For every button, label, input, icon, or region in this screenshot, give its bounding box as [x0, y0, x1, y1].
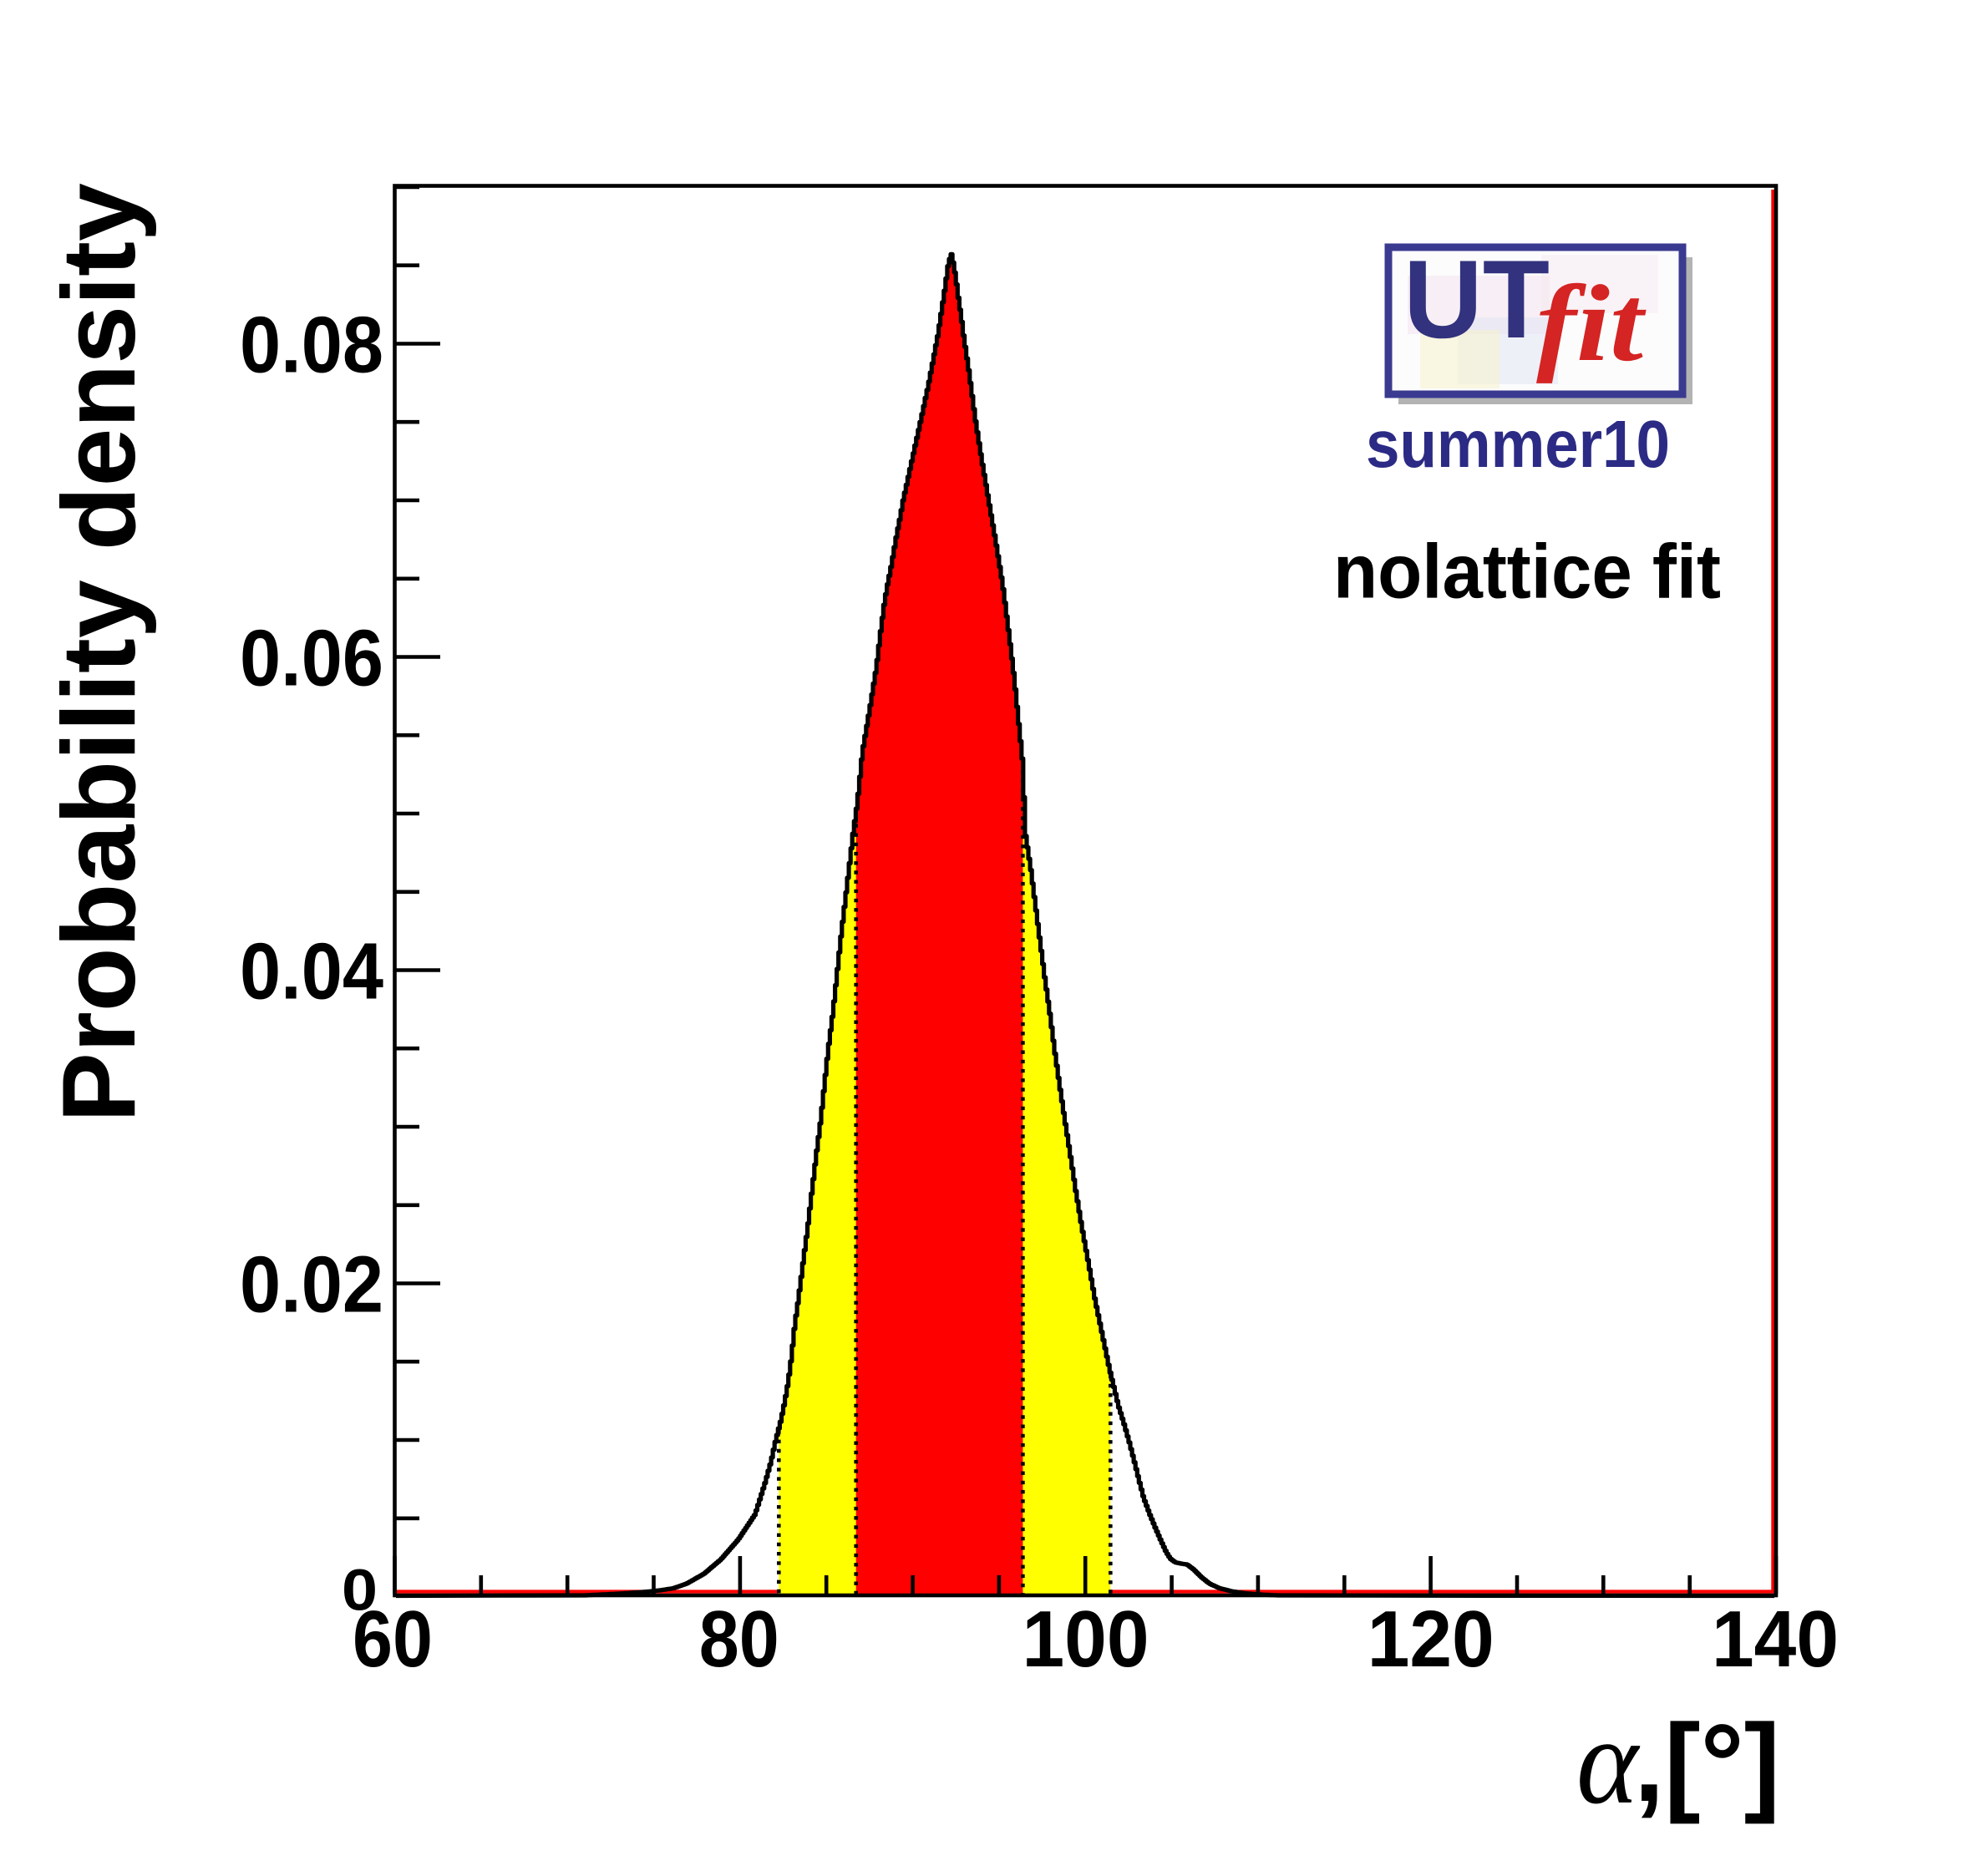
- svg-text:summer10: summer10: [1366, 407, 1670, 481]
- svg-text:Probability density: Probability density: [42, 183, 157, 1123]
- svg-text:0.04: 0.04: [240, 927, 383, 1017]
- svg-text:80: 80: [699, 1595, 779, 1684]
- svg-text:0.08: 0.08: [240, 301, 383, 390]
- svg-text:fit: fit: [1536, 263, 1647, 384]
- svg-text:α: α: [1576, 1693, 1641, 1830]
- svg-text:140: 140: [1712, 1595, 1839, 1684]
- svg-text:0: 0: [342, 1558, 378, 1623]
- svg-text:0.06: 0.06: [240, 614, 383, 703]
- svg-text:0.02: 0.02: [240, 1240, 383, 1330]
- svg-text:UT: UT: [1403, 238, 1550, 362]
- svg-text:100: 100: [1023, 1595, 1149, 1684]
- svg-text:,[°]: ,[°]: [1634, 1701, 1780, 1824]
- svg-text:120: 120: [1368, 1595, 1494, 1684]
- svg-text:60: 60: [353, 1595, 433, 1684]
- svg-text:nolattice fit: nolattice fit: [1333, 530, 1721, 615]
